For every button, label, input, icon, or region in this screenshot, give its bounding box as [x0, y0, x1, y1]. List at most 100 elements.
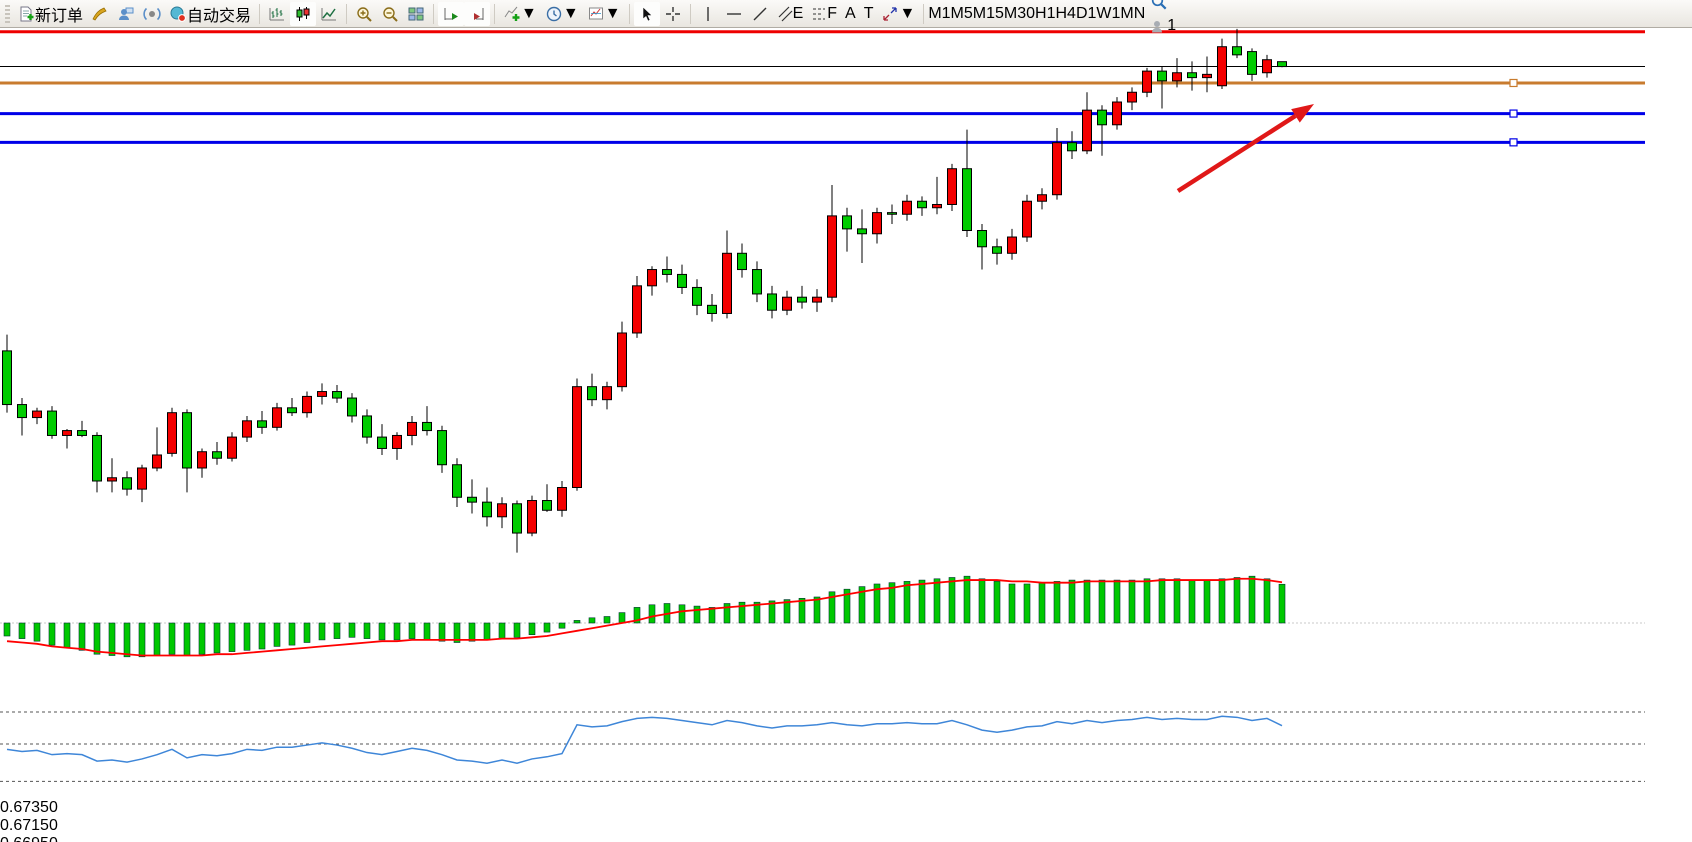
label-tool-icon: T [863, 4, 874, 22]
candle-bullish [107, 477, 117, 482]
autotrading-button[interactable]: 自动交易 [165, 2, 255, 26]
macd-histogram-bar [873, 583, 881, 624]
cursor-tool-button[interactable] [633, 1, 660, 26]
support-line-2-anchor[interactable] [1509, 138, 1518, 147]
separator [433, 3, 435, 24]
bar-chart-button[interactable] [264, 2, 290, 26]
separator [628, 3, 630, 24]
search-button[interactable] [1145, 0, 1180, 14]
line-chart-button[interactable] [316, 2, 342, 26]
arrow-annotation-head[interactable] [1291, 104, 1314, 123]
timeframe-button-h4[interactable]: H4 [1055, 4, 1076, 22]
candle-bearish [707, 304, 717, 314]
candle-bullish [947, 168, 957, 205]
candle-bullish [932, 203, 942, 209]
macd-pane[interactable] [0, 565, 1645, 681]
macd-histogram-bar [948, 577, 956, 624]
macd-histogram-bar [1038, 582, 1046, 624]
macd-histogram-bar [1233, 577, 1241, 624]
macd-histogram-bar [588, 617, 596, 624]
candle-bearish [332, 391, 342, 399]
indicators-button[interactable]: ▼ [499, 2, 541, 26]
macd-histogram-bar [1068, 579, 1076, 624]
macd-histogram-bar [738, 601, 746, 624]
timeframe-button-mn[interactable]: MN [1120, 4, 1146, 22]
candle-bearish [122, 477, 132, 490]
zoom-in-button[interactable] [351, 2, 377, 26]
support-line-1-anchor[interactable] [1509, 109, 1518, 118]
macd-histogram-bar [993, 581, 1001, 624]
candle-bearish [182, 412, 192, 469]
candle-bearish [677, 273, 687, 288]
channel-tool-button[interactable]: E [773, 2, 808, 26]
tile-windows-button[interactable] [403, 2, 429, 26]
timeframe-button-m30[interactable]: M30 [1003, 4, 1036, 22]
price-axis[interactable]: 0.673500.671500.669500.667450.665450.663… [0, 799, 1692, 842]
macd-histogram-bar [393, 622, 401, 641]
macd-histogram-bar [978, 578, 986, 624]
auto-scroll-button[interactable] [438, 1, 465, 26]
candle-bullish [1082, 109, 1092, 152]
candle-bullish [1217, 46, 1227, 87]
label-tool-button[interactable]: T [860, 2, 878, 26]
crosshair-icon [664, 5, 682, 23]
periods-button[interactable]: ▼ [541, 2, 583, 26]
macd-histogram-bar [303, 622, 311, 643]
new-order-button[interactable]: 新订单 [13, 2, 87, 26]
rsi-pane[interactable] [0, 686, 1645, 794]
price-tick-label: 0.67350 [0, 799, 58, 816]
main-price-pane[interactable] [0, 0, 1645, 560]
candle-bearish [587, 386, 597, 401]
datafeed-button[interactable] [139, 2, 165, 26]
timeframe-button-m15[interactable]: M15 [972, 4, 1004, 22]
macd-histogram-bar [888, 582, 896, 624]
trendline-tool-button[interactable] [747, 2, 773, 26]
candle-bearish [692, 286, 702, 306]
bar-chart-icon [268, 5, 286, 23]
zoom-out-button[interactable] [377, 2, 403, 26]
chart-shift-button[interactable] [464, 1, 491, 26]
templates-button[interactable]: ▼ [583, 2, 625, 26]
timeframe-button-w1[interactable]: W1 [1096, 4, 1121, 22]
fibonacci-tool-button[interactable]: F [807, 2, 841, 26]
candle-bearish [482, 501, 492, 518]
horizontal-line-tool-button[interactable] [721, 2, 747, 26]
candle-bearish [542, 500, 552, 511]
timeframe-button-d1[interactable]: D1 [1075, 4, 1097, 22]
candle-bullish [1202, 73, 1212, 79]
fibonacci-icon [811, 5, 827, 23]
macd-histogram-bar [1098, 579, 1106, 624]
toolbar-right-group: 1 [1145, 0, 1180, 38]
macd-histogram-bar [603, 616, 611, 624]
macd-histogram-bar [798, 597, 806, 624]
macd-histogram-bar [903, 581, 911, 624]
timeframe-button-m1[interactable]: M1 [928, 4, 951, 22]
candle-bearish [662, 269, 672, 275]
candle-bullish [827, 215, 837, 298]
candle-bearish [977, 230, 987, 248]
candle-bullish [1112, 101, 1122, 126]
styler-button[interactable] [87, 2, 113, 26]
vertical-line-tool-button[interactable] [695, 2, 721, 26]
candle-bearish [257, 420, 267, 428]
timeframe-button-h1[interactable]: H1 [1035, 4, 1056, 22]
toolbar: 新订单 自动交易 ▼ ▼ ▼ E F A T ▼ M1M5M15M30H1H4D… [0, 0, 1692, 34]
candle-bullish [62, 430, 72, 436]
level-line-orange-anchor[interactable] [1509, 78, 1518, 88]
candle-bearish [212, 451, 222, 459]
macd-histogram-bar [3, 622, 11, 637]
crosshair-tool-button[interactable] [660, 2, 686, 26]
channel-glyph: E [792, 4, 804, 22]
macd-histogram-bar [1113, 579, 1121, 624]
candle-bearish [737, 252, 747, 271]
candlestick-chart-button[interactable] [290, 1, 317, 26]
shapes-tool-button[interactable]: ▼ [877, 2, 919, 26]
candle-bearish [797, 296, 807, 303]
arrow-annotation-shaft[interactable] [1176, 113, 1297, 193]
community-button[interactable]: 1 [1145, 14, 1180, 38]
timeframe-button-m5[interactable]: M5 [950, 4, 973, 22]
profile-button[interactable] [113, 2, 139, 26]
candle-bullish [722, 252, 732, 314]
text-tool-button[interactable]: A [841, 2, 860, 26]
